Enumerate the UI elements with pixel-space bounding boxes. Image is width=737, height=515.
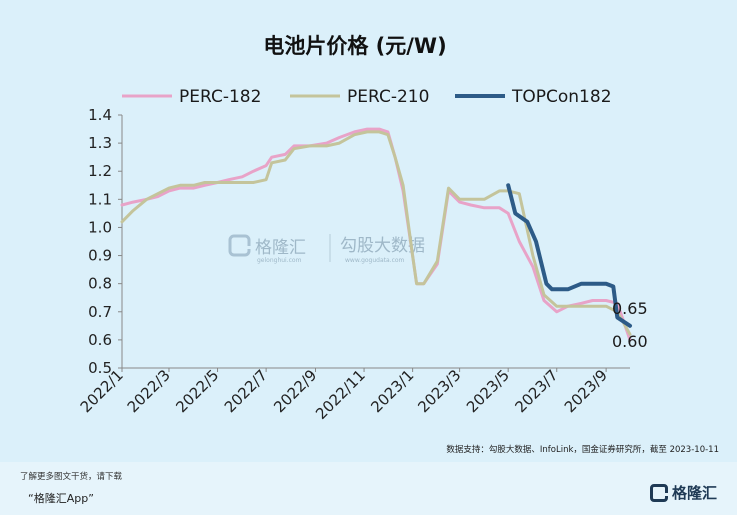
x-tick-label: 2023/7 [512,366,562,416]
annotation-layer: 0.65 0.60 [612,299,648,351]
series-line-perc-182 [120,127,632,342]
value-annotation: 0.60 [612,332,648,351]
source-note: 数据支持：勾股大数据、InfoLink，国金证券研究所，截至 2023-10-1… [446,445,719,455]
price-chart: 电池片价格 (元/W) PERC-182 PERC-210 TOPCon182 格隆… [77,34,648,423]
x-tick-label: 2022/11 [312,366,369,423]
y-tick-label: 1.2 [88,162,112,180]
legend-label: PERC-182 [179,87,261,107]
brand-logo-icon [649,483,668,502]
series-line-perc-210 [120,130,632,336]
legend-label: TOPCon182 [511,87,612,107]
watermark-partner: 勾股大数据 [340,236,425,256]
brand-logo-icon [228,234,252,257]
y-tick-label: 0.5 [88,359,112,377]
watermark-partner-url: www.gogudata.com [345,257,405,264]
watermark-brand: 格隆汇 [255,238,306,258]
x-tick-label: 2023/3 [414,366,464,416]
x-tick-label: 2022/3 [124,366,174,416]
x-tick-label: 2022/5 [172,366,222,416]
watermark: 格隆汇 gelonghui.com 勾股大数据 www.gogudata.com [228,234,425,264]
axes: 1.41.31.21.11.00.90.80.70.60.52022/12022… [77,106,630,423]
x-tick-label: 2023/5 [463,366,513,416]
footer-logo-text: 格隆汇 [671,484,717,502]
y-tick-label: 0.8 [88,275,112,293]
footer-download-prompt: 了解更多图文干货，请下载 [20,472,123,482]
y-tick-label: 0.6 [88,331,112,349]
x-tick-label: 2022/7 [221,366,271,416]
y-tick-label: 0.9 [88,247,112,265]
x-tick-label: 2023/9 [561,366,611,416]
chart-panel [0,0,737,462]
y-tick-label: 1.1 [88,190,112,208]
y-tick-label: 1.4 [88,106,112,124]
y-tick-label: 1.3 [88,134,112,152]
footer-logo[interactable]: 格隆汇 [649,482,717,503]
value-annotation: 0.65 [612,299,648,318]
x-tick-label: 2023/1 [367,366,417,416]
chart-title: 电池片价格 (元/W) [263,34,446,58]
y-tick-label: 1.0 [88,218,112,236]
watermark-brand-url: gelonghui.com [257,257,302,264]
footer-app-name[interactable]: “格隆汇App” [28,492,94,505]
series-line-topcon182 [506,183,632,328]
legend-label: PERC-210 [347,87,429,107]
legend: PERC-182 PERC-210 TOPCon182 [122,87,612,107]
y-tick-label: 0.7 [88,303,112,321]
series-layer [120,127,632,342]
footer [0,462,737,515]
